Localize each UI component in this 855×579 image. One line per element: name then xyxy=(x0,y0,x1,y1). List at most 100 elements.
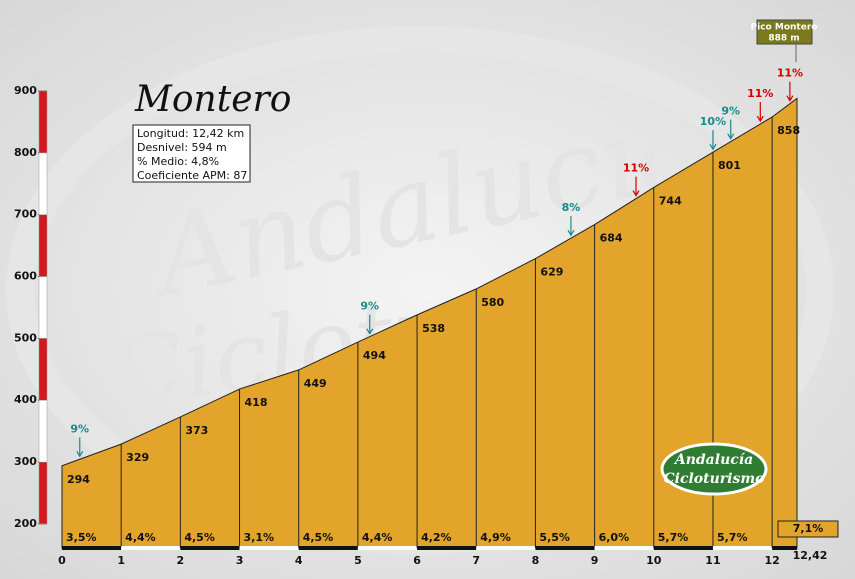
gradient-label: 5,7% xyxy=(658,531,689,544)
gradient-label: 4,2% xyxy=(421,531,452,544)
logo-text: Cicloturismo xyxy=(663,471,764,487)
summit-name: Pico Montero xyxy=(751,23,818,33)
gradient-label: 3,5% xyxy=(66,531,97,544)
elevation-label: 684 xyxy=(600,232,623,245)
elevation-label: 744 xyxy=(659,194,682,207)
peak-arrowhead xyxy=(632,190,640,197)
km-bar xyxy=(712,546,773,550)
x-tick-label: 7 xyxy=(472,554,480,567)
peak-label: 9% xyxy=(360,300,379,313)
peak-label: 9% xyxy=(70,422,89,435)
km-bar xyxy=(476,546,536,550)
x-tick-label: 11 xyxy=(705,554,720,567)
peak-label: 11% xyxy=(747,87,773,100)
peak-label: 10% xyxy=(700,115,726,128)
peak-arrowhead xyxy=(786,95,794,102)
elevation-label: 858 xyxy=(777,124,800,137)
logo-text: Andalucía xyxy=(673,452,753,468)
peak-label: 11% xyxy=(777,67,803,80)
km-bar xyxy=(239,546,299,550)
peak-arrowhead xyxy=(756,115,764,123)
axis-band xyxy=(38,399,48,463)
km-bar xyxy=(357,546,418,550)
gradient-label: 4,5% xyxy=(184,531,215,544)
summit-label: 888 m xyxy=(768,34,799,44)
chart-title: Montero xyxy=(134,79,291,120)
profile-area xyxy=(61,97,798,549)
km-bar xyxy=(121,546,181,550)
gradient-label: 3,1% xyxy=(244,531,275,544)
gradient-label: 5,5% xyxy=(539,531,570,544)
info-line: Desnivel: 594 m xyxy=(137,141,227,154)
y-tick-label: 500 xyxy=(14,331,37,344)
y-tick-label: 800 xyxy=(14,146,37,159)
gradient-label: 6,0% xyxy=(599,531,630,544)
peak-arrowhead xyxy=(567,229,575,237)
x-tick-label: 12 xyxy=(764,554,779,567)
gradient-label: 4,4% xyxy=(362,531,393,544)
info-line: Coeficiente APM: 87 xyxy=(137,169,247,182)
x-tick-label: 0 xyxy=(58,554,66,567)
x-tick-label: 10 xyxy=(646,554,662,567)
km-bar xyxy=(417,546,477,550)
axis-band xyxy=(38,214,48,277)
km-bar xyxy=(62,546,122,550)
peak-arrowhead xyxy=(709,143,717,151)
x-tick-label: 4 xyxy=(295,554,303,567)
elevation-label: 580 xyxy=(481,296,504,309)
x-tick-label: 6 xyxy=(413,554,421,567)
elevation-label: 373 xyxy=(185,424,208,437)
logo xyxy=(660,442,768,496)
axis-band xyxy=(38,152,48,215)
x-tick-label: 2 xyxy=(177,554,185,567)
y-tick-label: 300 xyxy=(14,455,37,468)
x-tick-label: 3 xyxy=(236,554,244,567)
x-tick-label: 1 xyxy=(117,554,125,567)
gradient-label: 7,1% xyxy=(793,522,824,535)
gradient-label: 4,9% xyxy=(480,531,511,544)
elevation-label: 629 xyxy=(540,266,563,279)
elevation-label: 801 xyxy=(718,159,741,172)
y-tick-label: 700 xyxy=(14,208,37,221)
axis-band xyxy=(38,90,48,154)
axis-band xyxy=(38,461,48,525)
km-bar xyxy=(298,546,358,550)
gradient-label: 4,5% xyxy=(303,531,334,544)
gradient-box xyxy=(777,520,839,538)
y-tick-label: 600 xyxy=(14,270,37,283)
elevation-label: 418 xyxy=(245,396,268,409)
km-bar xyxy=(772,546,797,550)
info-box xyxy=(132,124,251,183)
gradient-label: 5,7% xyxy=(717,531,748,544)
peak-label: 11% xyxy=(623,162,649,175)
km-bar xyxy=(180,546,240,550)
elevation-label: 449 xyxy=(304,377,327,390)
x-tick-label: 9 xyxy=(591,554,599,567)
axis-band xyxy=(38,276,48,339)
y-tick-label: 200 xyxy=(14,517,37,530)
elevation-label: 494 xyxy=(363,349,386,362)
peak-label: 8% xyxy=(562,201,581,214)
elevation-label: 538 xyxy=(422,322,445,335)
elevation-label: 329 xyxy=(126,451,149,464)
peak-arrowhead xyxy=(366,328,374,335)
y-tick-label: 400 xyxy=(14,393,37,406)
info-line: % Medio: 4,8% xyxy=(137,155,219,168)
gradient-label: 4,4% xyxy=(125,531,156,544)
y-tick-label: 900 xyxy=(14,84,37,97)
peak-label: 9% xyxy=(721,105,740,118)
peak-arrowhead xyxy=(727,133,735,140)
x-tick-label: 5 xyxy=(354,554,362,567)
peak-arrowhead xyxy=(76,450,84,458)
km-bar xyxy=(535,546,595,550)
x-tick-label: 12,42 xyxy=(793,549,828,562)
summit-box xyxy=(756,19,813,45)
axis-band xyxy=(38,338,48,401)
km-bar xyxy=(653,546,713,550)
km-bar xyxy=(594,546,654,550)
x-tick-label: 8 xyxy=(532,554,540,567)
elevation-label: 294 xyxy=(67,473,90,486)
